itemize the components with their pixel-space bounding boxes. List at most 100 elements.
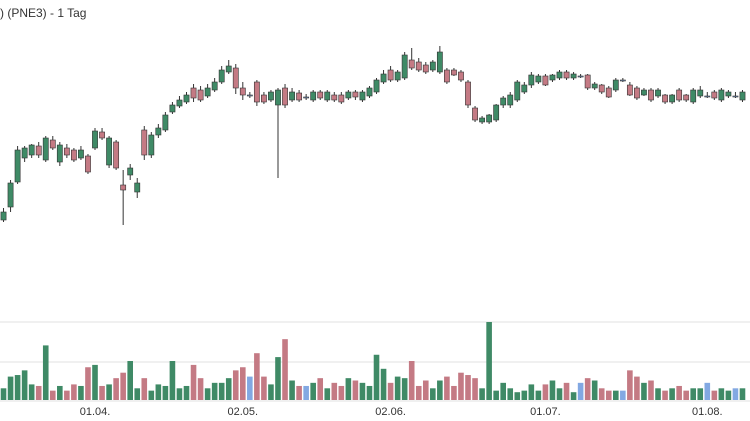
volume-bar bbox=[218, 382, 225, 400]
candle-body bbox=[690, 89, 697, 103]
volume-bar bbox=[197, 378, 204, 400]
volume-bar bbox=[690, 388, 697, 400]
candle-body bbox=[352, 91, 359, 98]
candle-body bbox=[141, 129, 148, 156]
candle-body bbox=[676, 89, 683, 101]
volume-bar bbox=[64, 390, 70, 400]
volume-bar bbox=[204, 388, 211, 400]
volume-bar bbox=[430, 388, 436, 400]
volume-bar bbox=[373, 354, 380, 400]
volume-bar bbox=[711, 390, 718, 400]
volume-bar bbox=[732, 388, 739, 400]
volume-bar bbox=[598, 388, 605, 400]
candle-body bbox=[246, 94, 253, 97]
candle-body bbox=[704, 95, 711, 98]
candle-body bbox=[619, 79, 626, 82]
candle-body bbox=[303, 96, 310, 99]
volume-bar bbox=[268, 384, 274, 400]
volume-bar bbox=[317, 378, 324, 400]
candle-body bbox=[78, 149, 84, 159]
candle-body bbox=[415, 61, 422, 71]
candle-body bbox=[563, 71, 570, 79]
candle-body bbox=[190, 87, 197, 99]
x-tick-label: 01.04. bbox=[80, 406, 111, 418]
volume-bar bbox=[141, 378, 148, 400]
volume-bar bbox=[113, 378, 119, 400]
volume-bar bbox=[162, 385, 169, 400]
volume-bar bbox=[261, 376, 267, 400]
volume-bar bbox=[683, 390, 689, 400]
candle-body bbox=[626, 84, 633, 96]
volume-bar bbox=[296, 385, 302, 400]
volume-bar bbox=[401, 378, 408, 400]
candle-body bbox=[542, 75, 549, 86]
volume-bar bbox=[415, 385, 422, 400]
volume-bar bbox=[85, 367, 91, 400]
candle-body bbox=[296, 92, 303, 101]
volume-bar bbox=[662, 390, 668, 400]
volume-bar bbox=[514, 392, 521, 400]
volume-bar bbox=[472, 378, 478, 400]
volume-bar bbox=[408, 361, 415, 400]
volume-bar bbox=[92, 364, 98, 400]
candle-body bbox=[732, 95, 739, 98]
volume-bar bbox=[507, 388, 514, 400]
volume-bar bbox=[605, 390, 612, 400]
candle-body bbox=[493, 104, 500, 121]
volume-bar bbox=[627, 370, 633, 400]
candle-body bbox=[605, 87, 612, 98]
volume-bar bbox=[465, 375, 471, 400]
volume-bar bbox=[584, 378, 591, 400]
candle-body bbox=[106, 137, 112, 166]
volume-bar bbox=[528, 384, 535, 400]
x-tick-label: 02.05. bbox=[228, 406, 259, 418]
volume-bar bbox=[739, 388, 746, 400]
candle-body bbox=[275, 89, 281, 106]
candle-body bbox=[612, 79, 619, 91]
candle-body bbox=[261, 94, 267, 103]
volume-bar bbox=[275, 357, 281, 400]
candle-body bbox=[134, 182, 141, 193]
volume-bar bbox=[422, 380, 429, 400]
volume-bar bbox=[324, 388, 331, 400]
candle-body bbox=[641, 89, 647, 96]
volume-bar bbox=[641, 382, 647, 400]
candle-body bbox=[42, 137, 49, 161]
volume-bar bbox=[634, 376, 640, 400]
volume-bar bbox=[444, 376, 450, 400]
candle-body bbox=[739, 91, 746, 101]
candle-body bbox=[176, 99, 183, 107]
candle-body bbox=[535, 75, 542, 83]
volume-bar bbox=[183, 385, 190, 400]
candle-body bbox=[317, 91, 324, 99]
volume-bar bbox=[697, 388, 704, 400]
volume-bar bbox=[225, 378, 232, 400]
candle-body bbox=[183, 94, 190, 103]
volume-bar bbox=[247, 376, 253, 400]
candle-body bbox=[373, 79, 380, 93]
volume-bar bbox=[0, 388, 7, 400]
volume-bar bbox=[394, 376, 401, 400]
candle-body bbox=[591, 83, 598, 89]
volume-bar bbox=[451, 385, 457, 400]
candle-body bbox=[162, 114, 169, 131]
volume-bar bbox=[338, 385, 345, 400]
volume-bar bbox=[57, 385, 63, 400]
candle-body bbox=[458, 71, 464, 81]
volume-bar bbox=[458, 372, 464, 400]
candle-body bbox=[28, 144, 35, 156]
volume-bar bbox=[282, 339, 288, 400]
volume-bar bbox=[563, 382, 570, 400]
candle-body bbox=[662, 94, 668, 103]
volume-bar bbox=[352, 380, 359, 400]
candle-body bbox=[422, 64, 429, 73]
candle-body bbox=[120, 184, 127, 191]
volume-bar bbox=[535, 390, 542, 400]
candle-body bbox=[472, 107, 478, 121]
candle-body bbox=[21, 147, 28, 159]
volume-bar bbox=[190, 364, 197, 400]
candle-body bbox=[92, 130, 98, 149]
candle-body bbox=[521, 84, 528, 93]
candle-body bbox=[479, 117, 485, 123]
